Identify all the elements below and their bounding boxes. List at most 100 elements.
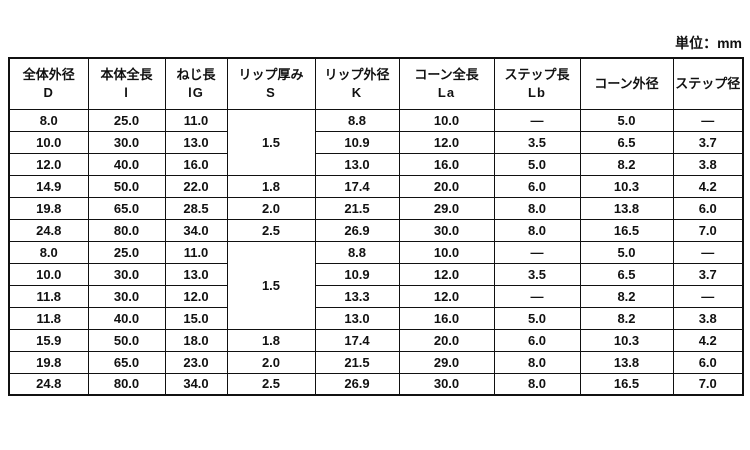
table-cell: 10.3: [579, 174, 674, 198]
table-cell: 14.9: [8, 174, 89, 198]
table-cell: 15.9: [8, 328, 89, 352]
table-cell: 3.5: [493, 262, 581, 286]
header-symbol: D: [43, 84, 54, 100]
header-symbol: lG: [188, 84, 204, 100]
table-cell: 10.9: [314, 262, 400, 286]
table-cell: 13.0: [314, 306, 400, 330]
header-symbol: La: [437, 84, 456, 100]
table-cell: 10.0: [398, 240, 495, 264]
table-cell: 16.0: [398, 152, 495, 176]
header-label: ステップ長: [504, 67, 570, 83]
table-row: 12.0 40.0 16.0 13.0 16.0 5.0 8.2 3.8: [8, 152, 744, 176]
table-cell: 30.0: [87, 262, 166, 286]
table-cell: 10.9: [314, 130, 400, 154]
table-cell: 2.5: [226, 372, 316, 396]
table-cell: 28.5: [164, 196, 228, 220]
header-label: リップ外径: [324, 67, 390, 83]
unit-label: 単位：mm: [675, 35, 742, 51]
table-cell: 6.0: [493, 174, 581, 198]
table-cell: 11.0: [164, 108, 228, 132]
table-cell: 30.0: [398, 372, 495, 396]
table-cell: 12.0: [398, 284, 495, 308]
table-cell: 5.0: [493, 152, 581, 176]
table-cell: 8.0: [493, 372, 581, 396]
table-row: 8.0 25.0 11.0 1.5 8.8 10.0 — 5.0 —: [8, 240, 744, 330]
table-row: 10.0 30.0 13.0 10.9 12.0 3.5 6.5 3.7: [8, 262, 744, 286]
table-cell: 2.5: [226, 218, 316, 242]
table-cell: —: [493, 240, 581, 264]
table-cell: 13.8: [579, 196, 674, 220]
table-cell: 13.8: [579, 350, 674, 374]
table-cell: 8.2: [579, 152, 674, 176]
table-cell: 6.5: [579, 130, 674, 154]
table-cell: 8.2: [579, 284, 674, 308]
table-cell: 13.3: [314, 284, 400, 308]
column-header-overall-od: 全体外径 D: [8, 57, 89, 110]
table-cell: 19.8: [8, 350, 89, 374]
table-row: 19.8 65.0 28.5 2.0 21.5 29.0 8.0 13.8 6.…: [8, 196, 744, 220]
table-cell: 25.0: [87, 108, 166, 132]
table-cell: 13.0: [164, 130, 228, 154]
table-cell: 5.0: [493, 306, 581, 330]
table-cell: 11.8: [8, 306, 89, 330]
table-cell: 4.2: [672, 328, 744, 352]
table-cell: 29.0: [398, 196, 495, 220]
table-cell: 8.0: [8, 240, 89, 264]
table-cell: 13.0: [164, 262, 228, 286]
table-cell: 50.0: [87, 328, 166, 352]
table-cell: —: [672, 240, 744, 264]
table-cell: 16.5: [579, 218, 674, 242]
column-header-cone-length: コーン全長 La: [398, 57, 495, 110]
table-cell: 3.5: [493, 130, 581, 154]
table-cell: 3.7: [672, 262, 744, 286]
table-cell: 30.0: [87, 130, 166, 154]
header-symbol: l: [124, 84, 129, 100]
table-cell: 13.0: [314, 152, 400, 176]
column-header-thread-length: ねじ長 lG: [164, 57, 228, 110]
table-cell: 20.0: [398, 174, 495, 198]
header-label: コーン外径: [594, 75, 659, 91]
table-cell: 7.0: [672, 372, 744, 396]
table-cell: 8.0: [493, 350, 581, 374]
table-cell: —: [672, 284, 744, 308]
table-cell: —: [493, 284, 581, 308]
table-cell: 20.0: [398, 328, 495, 352]
table-cell: 80.0: [87, 218, 166, 242]
header-row: 全体外径 D 本体全長 l ねじ長 lG リップ厚み S リップ外径 K: [8, 57, 744, 110]
header-label: コーン全長: [414, 67, 479, 83]
table-cell: 65.0: [87, 196, 166, 220]
table-cell: 16.0: [398, 306, 495, 330]
table-cell: 12.0: [8, 152, 89, 176]
table-cell: 4.2: [672, 174, 744, 198]
table-cell: 6.0: [672, 350, 744, 374]
table-cell: 21.5: [314, 196, 400, 220]
table-cell: 12.0: [398, 130, 495, 154]
column-header-lip-thickness: リップ厚み S: [226, 57, 316, 110]
table-cell: 26.9: [314, 372, 400, 396]
header-symbol: K: [351, 84, 363, 100]
header-symbol: Lb: [528, 84, 546, 100]
table-cell: 3.8: [672, 306, 744, 330]
table-cell: 16.5: [579, 372, 674, 396]
table-cell: 34.0: [164, 218, 228, 242]
table-cell: 24.8: [8, 372, 89, 396]
table-cell: 5.0: [579, 240, 674, 264]
table-cell: 10.0: [8, 262, 89, 286]
table-cell: 16.0: [164, 152, 228, 176]
table-cell: 8.8: [314, 108, 400, 132]
header-label: 全体外径: [22, 67, 75, 83]
header-label: 本体全長: [100, 67, 153, 83]
table-cell: 11.8: [8, 284, 89, 308]
table-cell: 24.8: [8, 218, 89, 242]
table-cell-merged: 1.5: [226, 240, 316, 330]
table-cell: 6.0: [493, 328, 581, 352]
table-cell: 12.0: [398, 262, 495, 286]
table-row: 10.0 30.0 13.0 10.9 12.0 3.5 6.5 3.7: [8, 130, 744, 154]
table-cell: 10.3: [579, 328, 674, 352]
header-symbol: S: [266, 84, 276, 100]
table-row: 19.8 65.0 23.0 2.0 21.5 29.0 8.0 13.8 6.…: [8, 350, 744, 374]
table-cell: 26.9: [314, 218, 400, 242]
table-cell: 11.0: [164, 240, 228, 264]
table-cell: 1.8: [226, 328, 316, 352]
table-row: 15.9 50.0 18.0 1.8 17.4 20.0 6.0 10.3 4.…: [8, 328, 744, 352]
